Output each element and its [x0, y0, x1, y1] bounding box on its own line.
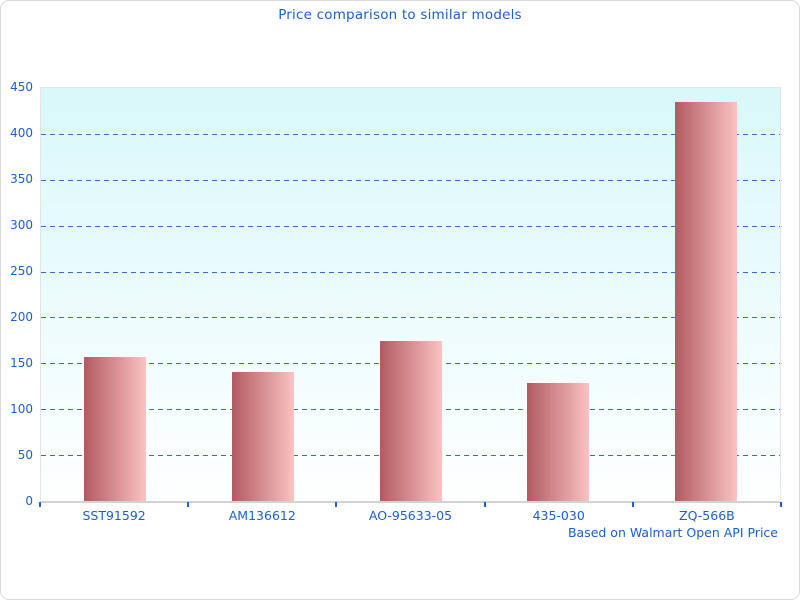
- x-axis-ticks: [39, 502, 782, 508]
- y-tick-label-0: 0: [25, 494, 33, 508]
- y-tick-label-400: 400: [10, 126, 33, 140]
- x-tick-label-435-030: 435-030: [532, 508, 585, 523]
- y-tick-label-300: 300: [10, 217, 33, 232]
- x-tick-label-ZQ-566B: ZQ-566B: [679, 508, 735, 523]
- x-axis-tick: [780, 502, 782, 507]
- bar-AO-95633-05: [379, 341, 442, 501]
- y-tick-label-50: 50: [17, 448, 33, 462]
- bar-SST91592: [83, 356, 146, 501]
- chart-title: Price comparison to similar models: [278, 7, 522, 23]
- plot-area: [40, 87, 781, 503]
- x-axis-tick: [39, 502, 41, 507]
- x-axis-tick: [483, 502, 486, 507]
- y-axis-labels: 0 50 100 150 200 250 300 350 400 450: [1, 81, 40, 507]
- gridline-250: [41, 271, 780, 273]
- x-tick-label-SST91592: SST91592: [82, 508, 146, 523]
- gridline-350: [41, 179, 780, 181]
- bar-435-030: [527, 382, 590, 501]
- y-tick-label-150: 150: [10, 355, 33, 370]
- gridline-300: [41, 225, 780, 227]
- bar-ZQ-566B: [675, 101, 738, 501]
- chart-footnote: Based on Walmart Open API Price: [567, 525, 778, 540]
- x-axis-tick: [335, 502, 338, 507]
- y-tick-label-450: 450: [10, 80, 33, 94]
- y-tick-label-200: 200: [10, 310, 33, 324]
- x-axis-tick: [187, 502, 190, 507]
- gridline-200: [41, 317, 780, 319]
- x-axis-tick: [631, 502, 634, 507]
- y-tick-label-100: 100: [10, 402, 33, 416]
- x-tick-label-AO-95633-05: AO-95633-05: [368, 508, 453, 523]
- gridline-400: [41, 133, 780, 135]
- y-tick-label-250: 250: [10, 264, 33, 278]
- y-tick-label-350: 350: [10, 172, 33, 186]
- x-tick-label-AM136612: AM136612: [228, 508, 296, 523]
- x-axis-labels: SST91592 AM136612 AO-95633-05 435-030 ZQ-566…: [40, 509, 781, 525]
- bar-AM136612: [231, 371, 294, 501]
